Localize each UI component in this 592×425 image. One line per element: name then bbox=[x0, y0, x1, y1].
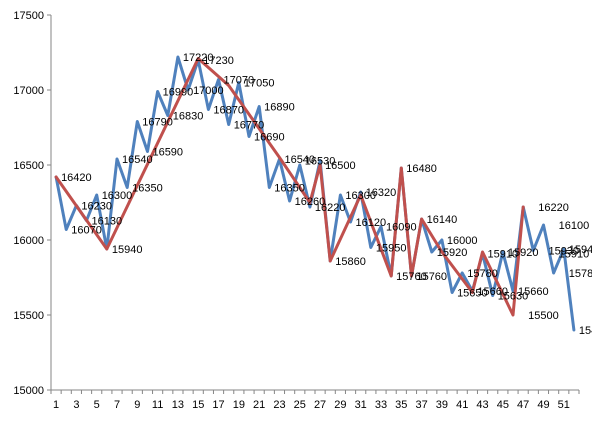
y-tick-label: 17000 bbox=[13, 85, 44, 97]
data-label: 17230 bbox=[203, 55, 234, 67]
x-tick-label: 29 bbox=[334, 399, 346, 411]
data-label: 15660 bbox=[477, 286, 508, 298]
data-label: 16260 bbox=[295, 196, 326, 208]
data-label: 15630 bbox=[498, 291, 529, 303]
x-tick-label: 49 bbox=[537, 399, 549, 411]
x-tick-label: 1 bbox=[53, 399, 59, 411]
x-tick-label: 23 bbox=[273, 399, 285, 411]
data-label: 15940 bbox=[112, 244, 143, 256]
x-tick-label: 9 bbox=[134, 399, 140, 411]
data-label: 16990 bbox=[163, 87, 194, 99]
data-label: 15760 bbox=[416, 271, 447, 283]
data-label: 16090 bbox=[386, 222, 417, 234]
data-label: 16220 bbox=[315, 202, 346, 214]
data-label: 16530 bbox=[305, 156, 336, 168]
y-tick-label: 15000 bbox=[13, 385, 44, 397]
x-tick-label: 11 bbox=[152, 399, 163, 411]
series-line-2 bbox=[54, 57, 525, 317]
y-tick-label: 15500 bbox=[13, 310, 44, 322]
data-label: 15780 bbox=[467, 268, 498, 280]
x-tick-label: 5 bbox=[94, 399, 100, 411]
data-label: 16500 bbox=[325, 160, 356, 172]
y-tick-label: 17500 bbox=[13, 10, 44, 22]
data-label: 15940 bbox=[569, 244, 592, 256]
x-tick-label: 37 bbox=[415, 399, 427, 411]
data-label: 16300 bbox=[345, 190, 376, 202]
data-label: 16100 bbox=[559, 220, 590, 232]
x-tick-label: 51 bbox=[558, 399, 570, 411]
data-label: 15910 bbox=[559, 249, 590, 261]
x-tick-label: 21 bbox=[253, 399, 265, 411]
data-label: 15400 bbox=[579, 325, 592, 337]
x-tick-label: 43 bbox=[476, 399, 488, 411]
data-label: 17220 bbox=[183, 52, 214, 64]
data-label: 17070 bbox=[224, 75, 255, 87]
x-tick-label: 31 bbox=[355, 399, 367, 411]
series-layer bbox=[54, 55, 576, 332]
data-label: 17000 bbox=[193, 85, 224, 97]
data-label: 15920 bbox=[437, 247, 468, 259]
x-tick-label: 35 bbox=[395, 399, 407, 411]
x-tick-label: 7 bbox=[114, 399, 120, 411]
data-label: 16120 bbox=[356, 217, 387, 229]
data-label: 16830 bbox=[173, 111, 204, 123]
x-tick-label: 45 bbox=[497, 399, 509, 411]
data-label: 16230 bbox=[81, 201, 112, 213]
data-label: 16770 bbox=[234, 120, 265, 132]
data-label: 15660 bbox=[518, 286, 549, 298]
data-label: 16350 bbox=[132, 183, 163, 195]
x-tick-label: 15 bbox=[192, 399, 204, 411]
x-tick-label: 27 bbox=[314, 399, 326, 411]
data-label: 16070 bbox=[71, 225, 102, 237]
data-label: 16300 bbox=[102, 190, 133, 202]
x-tick-label: 47 bbox=[517, 399, 529, 411]
x-tick-label: 3 bbox=[73, 399, 79, 411]
data-label: 15860 bbox=[335, 256, 366, 268]
data-label: 16870 bbox=[213, 105, 244, 117]
data-label: 16480 bbox=[406, 163, 437, 175]
y-tick-label: 16500 bbox=[13, 160, 44, 172]
data-label: 16000 bbox=[447, 235, 478, 247]
x-tick-label: 33 bbox=[375, 399, 387, 411]
data-label: 16540 bbox=[122, 154, 153, 166]
data-label: 16220 bbox=[538, 202, 569, 214]
data-label: 16130 bbox=[92, 216, 123, 228]
x-tick-label: 17 bbox=[212, 399, 224, 411]
data-label: 15500 bbox=[528, 310, 559, 322]
data-label: 15650 bbox=[457, 288, 488, 300]
data-label: 16890 bbox=[264, 102, 295, 114]
data-label: 15910 bbox=[488, 249, 519, 261]
x-tick-label: 39 bbox=[436, 399, 448, 411]
data-label: 17050 bbox=[244, 78, 275, 90]
data-label: 16320 bbox=[366, 187, 397, 199]
data-label: 16590 bbox=[152, 147, 183, 159]
x-tick-label: 13 bbox=[172, 399, 184, 411]
data-label: 16420 bbox=[61, 172, 92, 184]
data-label: 15950 bbox=[376, 243, 407, 255]
data-label: 15780 bbox=[569, 268, 592, 280]
data-labels: 16420 16070 16230 16130 16300 15940 16540 16350… bbox=[61, 52, 592, 337]
x-tick-label: 41 bbox=[456, 399, 468, 411]
data-label: 16140 bbox=[427, 214, 458, 226]
data-label: 16350 bbox=[274, 183, 305, 195]
data-label: 15920 bbox=[508, 247, 539, 259]
data-label: 16790 bbox=[142, 117, 173, 129]
x-tick-label: 19 bbox=[233, 399, 245, 411]
data-label: 16690 bbox=[254, 132, 285, 144]
y-tick-label: 16000 bbox=[13, 235, 44, 247]
data-label: 16540 bbox=[284, 154, 315, 166]
data-label: 15930 bbox=[548, 246, 579, 258]
data-label: 15760 bbox=[396, 271, 427, 283]
x-tick-label: 25 bbox=[294, 399, 306, 411]
